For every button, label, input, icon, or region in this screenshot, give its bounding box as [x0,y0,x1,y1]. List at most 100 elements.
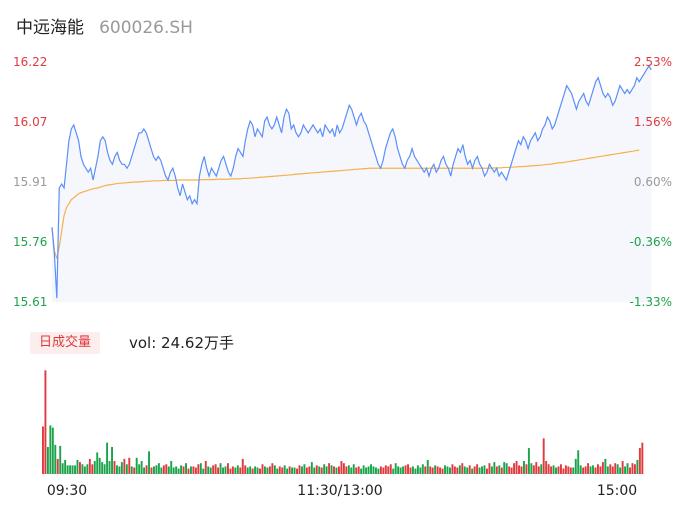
volume-bar [106,442,109,474]
volume-bar [273,465,276,474]
price-area-fill [52,65,652,303]
price-tick-label: 15.91 [13,175,47,189]
volume-bar [555,467,557,474]
volume-bar [515,461,518,474]
volume-badge: 日成交量 [30,332,101,354]
volume-bar [562,468,565,474]
volume-bar [597,464,599,474]
volume-bar [441,468,444,474]
volume-bar [128,457,131,474]
volume-bar [582,467,585,474]
volume-bar [594,467,597,474]
volume-bar [503,462,506,474]
volume-bar [542,438,545,474]
volume-bar [584,466,587,474]
volume-bar [241,458,244,474]
volume-bar [202,468,205,474]
volume-bar [256,467,259,474]
volume-bar [560,464,562,474]
volume-bar [46,447,49,474]
volume-label: 日成交量 [30,331,101,355]
volume-bar [64,459,67,474]
volume-bar [540,464,543,474]
volume-bar [520,466,523,474]
volume-bar [488,463,491,474]
volume-bar [286,468,289,474]
volume-bar [557,466,560,474]
volume-bar [138,464,141,474]
volume-bar [631,463,634,474]
volume-bar [98,457,101,474]
volume-bar [133,467,136,474]
volume-bar [434,465,437,474]
volume-bar [197,464,200,474]
volume-bar [621,461,624,474]
volume-bar [345,466,348,474]
volume-bar [315,465,318,474]
volume-bar [431,467,434,474]
percent-tick-label: -0.36% [630,235,672,249]
volume-bar [182,466,185,474]
volume-bar [162,465,165,474]
time-tick-label: 11:30/13:00 [297,483,382,499]
volume-bar [449,467,451,474]
volume-bar [148,451,150,474]
volume-bar [209,467,212,474]
volume-bar [296,468,298,474]
volume-bar [333,466,335,474]
volume-bar [219,463,222,474]
volume-bar [103,464,106,474]
volume-bar [130,466,133,474]
volume-bar [291,467,294,474]
volume-bar [283,465,286,474]
percent-tick-label: 2.53% [634,55,672,69]
volume-bar [382,467,385,474]
volume-bar [569,467,572,474]
volume-bar [143,467,146,474]
price-tick-label: 15.61 [13,295,47,309]
volume-bar [518,465,520,474]
volume-bar [165,464,168,474]
volume-bar [305,467,308,474]
volume-bar [409,467,412,474]
volume-bar [190,466,192,474]
volume-bar [624,466,627,474]
volume-bar [471,468,474,474]
volume-bar [439,467,442,474]
volume-bar [249,466,252,474]
volume-bar [574,458,577,474]
volume-bar [108,461,111,474]
volume-bar [199,463,202,474]
volume-bar [217,467,220,474]
volume-bar [185,463,187,474]
volume-bar [360,468,363,474]
volume-bar [481,466,483,474]
volume-bar [113,461,116,474]
volume-bar [347,465,350,474]
volume-bar [416,465,419,474]
volume-bar [123,458,126,474]
volume-bar [483,465,486,474]
volume-bar [587,463,590,474]
volume-bar [298,465,301,474]
volume-bar [355,467,358,474]
volume-bar [426,459,429,474]
volume-bar [310,462,313,474]
volume-bar [145,465,148,474]
volume-bar [79,462,81,474]
volume-bar [155,465,158,474]
volume-bar [636,459,639,474]
percent-axis-labels: 2.53% 1.56% 0.60% -0.36% -1.33% [630,55,672,309]
volume-bar [493,462,496,474]
volume-bar [466,467,469,474]
volume-bar [387,466,390,474]
volume-bar [365,467,368,474]
volume-bar [125,464,128,474]
volume-bar [436,466,439,474]
volume-bar [634,464,636,474]
volume-bar [367,466,370,474]
volume-bar [340,461,343,474]
price-tick-label: 16.07 [13,115,47,129]
volume-bar [527,448,530,474]
volume-bar [254,466,257,474]
